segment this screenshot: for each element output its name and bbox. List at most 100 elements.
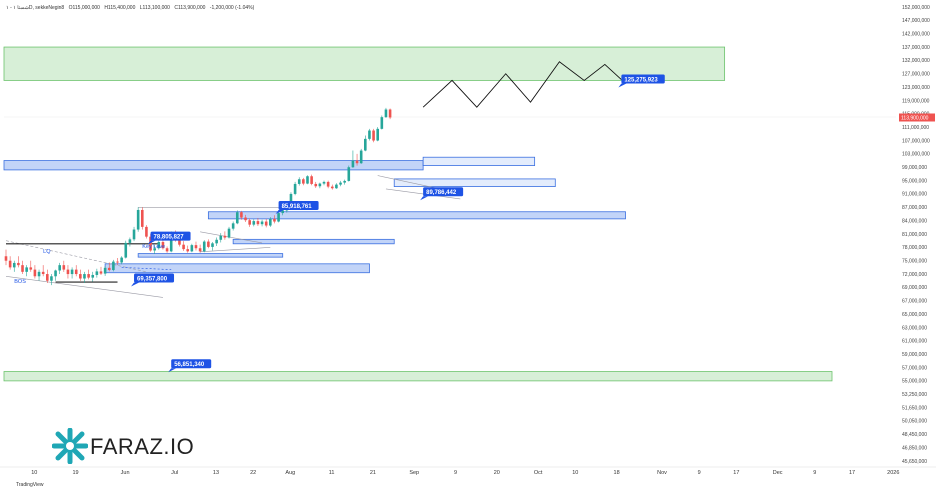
- x-tick-label: Aug: [285, 470, 295, 476]
- candle-body: [235, 212, 239, 224]
- trendline[interactable]: [121, 267, 172, 270]
- price-label[interactable]: 85,918,761: [275, 200, 319, 214]
- y-tick-label: 48,450,000: [902, 432, 927, 438]
- candle-body: [330, 186, 334, 189]
- x-tick-label: Oct: [534, 470, 543, 476]
- y-tick-label: 67,000,000: [902, 299, 927, 305]
- candle-body: [103, 267, 107, 274]
- y-tick-label: 72,000,000: [902, 272, 927, 278]
- price-label[interactable]: 89,786,442: [420, 187, 464, 201]
- candle-body: [293, 183, 297, 194]
- price-label-text: 89,786,442: [426, 190, 457, 196]
- price-label-pointer: [131, 282, 140, 287]
- zone-blue[interactable]: [207, 211, 626, 220]
- zones-layer: [3, 46, 833, 382]
- y-tick-label: 81,000,000: [902, 232, 927, 238]
- price-labels-layer: 125,275,923 85,918,761 78,805,827 69,357,80…: [14, 74, 665, 373]
- x-tick-label: 2026: [887, 470, 899, 476]
- candle-body: [21, 265, 24, 272]
- candle-body: [46, 274, 49, 281]
- projection-line[interactable]: [422, 61, 622, 108]
- x-tick-label: Jun: [121, 470, 130, 476]
- candle-body: [359, 150, 363, 164]
- symbol-title[interactable]: ۱ - شستا ۱D, sekkeNegin8: [6, 5, 65, 11]
- y-tick-label: 50,050,000: [902, 419, 927, 425]
- x-tick-label: 9: [698, 470, 701, 476]
- zone-green[interactable]: [3, 46, 726, 81]
- price-label-text: 69,357,800: [137, 276, 168, 282]
- zone-blue_light[interactable]: [422, 156, 536, 166]
- price-label-bg: [621, 74, 665, 84]
- price-label[interactable]: 69,357,800: [131, 273, 175, 287]
- ohlc-change: -1,200,000 (-1.04%): [209, 5, 255, 11]
- candle-body: [219, 235, 223, 240]
- candle-body: [8, 260, 12, 268]
- candle-body: [388, 109, 392, 118]
- candle-body: [99, 271, 103, 274]
- tradingview-watermark: TradingView: [16, 482, 44, 488]
- candle-body: [240, 212, 243, 218]
- candle-body: [376, 128, 379, 141]
- y-tick-label: 75,000,000: [902, 259, 927, 265]
- x-tick-label: Dec: [773, 470, 783, 476]
- chart-header: ۱ - شستا ۱D, sekkeNegin8 O115,000,000 H1…: [6, 5, 257, 11]
- candle-body: [231, 223, 235, 229]
- trendline[interactable]: [200, 231, 263, 244]
- candle-body: [145, 226, 148, 237]
- x-tick-label: 17: [849, 470, 855, 476]
- candle-body: [347, 167, 351, 181]
- price-label-bg: [423, 187, 464, 197]
- y-tick-label: 57,000,000: [902, 365, 927, 371]
- price-label-bg: [278, 200, 319, 210]
- candle-body: [227, 228, 231, 238]
- candle-body: [136, 209, 140, 230]
- annotation-text: BOS: [14, 279, 26, 285]
- y-tick-label: 127,000,000: [902, 72, 930, 78]
- price-label-pointer: [168, 368, 177, 373]
- trendline[interactable]: [200, 247, 271, 253]
- x-axis[interactable]: 10 19 Jun Jul 13 22 Aug 11 21 Sep 9 20 Oct 10 18 Nov 9 17…: [0, 466, 936, 476]
- trendline[interactable]: [5, 275, 163, 298]
- candle-body: [12, 262, 16, 268]
- zone-blue_light[interactable]: [393, 178, 556, 187]
- ohlc-close: C113,900,000: [174, 5, 206, 11]
- y-tick-label: 78,000,000: [902, 245, 927, 251]
- zone-blue[interactable]: [137, 253, 284, 258]
- y-tick-label: 87,000,000: [902, 205, 927, 211]
- annotation-text: Key Leve: [142, 244, 165, 250]
- zone-blue[interactable]: [232, 238, 395, 245]
- y-tick-label: 123,000,000: [902, 85, 930, 91]
- trendlines-layer: [5, 175, 461, 298]
- y-tick-label: 91,000,000: [902, 192, 927, 198]
- zone-green[interactable]: [3, 371, 833, 382]
- y-tick-label: 142,000,000: [902, 32, 930, 38]
- y-tick-label: 111,000,000: [902, 125, 929, 131]
- candle-body: [153, 248, 156, 251]
- y-tick-label: 59,000,000: [902, 352, 927, 358]
- y-tick-label: 65,000,000: [902, 312, 927, 318]
- y-axis[interactable]: 152,000,000 147,000,000 142,000,000 137,000…: [902, 5, 930, 465]
- candle-body: [91, 274, 95, 278]
- price-label-pointer: [420, 196, 429, 201]
- last-price-text: 113,900,000: [901, 115, 929, 121]
- price-label[interactable]: 56,851,340: [168, 359, 212, 373]
- candle-body: [149, 236, 152, 251]
- trendline[interactable]: [5, 240, 147, 273]
- candle-body: [306, 176, 309, 184]
- y-tick-label: 46,850,000: [902, 445, 927, 451]
- candle-body: [182, 244, 185, 250]
- candle-body: [17, 262, 20, 266]
- price-label[interactable]: 125,275,923: [618, 74, 665, 88]
- candle-body: [132, 229, 136, 240]
- last-price-bg: [899, 113, 935, 122]
- last-price-tag: 113,900,000: [899, 113, 935, 122]
- candle-body: [322, 181, 326, 184]
- candle-body: [211, 243, 214, 247]
- candle-body: [215, 239, 218, 244]
- price-label-bg: [134, 273, 175, 283]
- price-label[interactable]: 78,805,827: [147, 231, 191, 245]
- y-tick-label: 107,000,000: [902, 138, 930, 144]
- x-tick-label: 13: [213, 470, 219, 476]
- x-tick-label: 22: [250, 470, 256, 476]
